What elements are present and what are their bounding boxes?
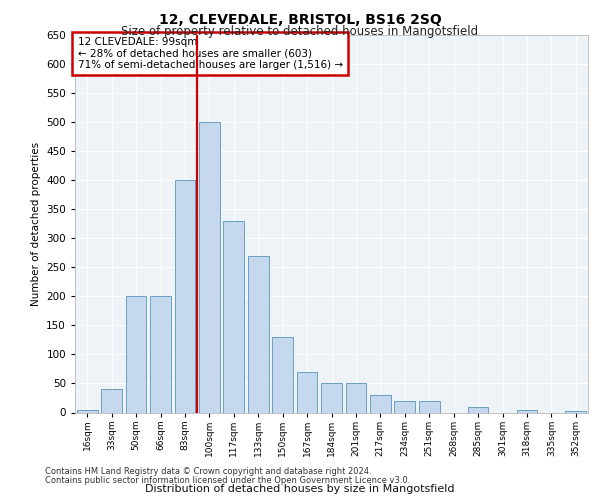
Text: Size of property relative to detached houses in Mangotsfield: Size of property relative to detached ho… (121, 25, 479, 38)
Bar (565, 411, 586, 412)
Bar (296, 372, 317, 412)
Bar (125, 296, 146, 412)
Bar (321, 384, 342, 412)
Bar (223, 221, 244, 412)
Bar (467, 406, 488, 412)
Bar (248, 256, 269, 412)
Bar (175, 180, 196, 412)
Bar (77, 410, 98, 412)
Text: 12 CLEVEDALE: 99sqm
← 28% of detached houses are smaller (603)
71% of semi-detac: 12 CLEVEDALE: 99sqm ← 28% of detached ho… (77, 37, 343, 70)
Bar (370, 395, 391, 412)
Bar (101, 390, 122, 412)
Bar (394, 401, 415, 412)
Text: Contains HM Land Registry data © Crown copyright and database right 2024.: Contains HM Land Registry data © Crown c… (45, 467, 371, 476)
Bar (419, 401, 440, 412)
Bar (346, 384, 367, 412)
Text: Distribution of detached houses by size in Mangotsfield: Distribution of detached houses by size … (145, 484, 455, 494)
Text: 12, CLEVEDALE, BRISTOL, BS16 2SQ: 12, CLEVEDALE, BRISTOL, BS16 2SQ (158, 12, 442, 26)
Bar (199, 122, 220, 412)
Text: Contains public sector information licensed under the Open Government Licence v3: Contains public sector information licen… (45, 476, 410, 485)
Bar (272, 337, 293, 412)
Y-axis label: Number of detached properties: Number of detached properties (31, 142, 41, 306)
Bar (150, 296, 171, 412)
Bar (517, 410, 538, 412)
